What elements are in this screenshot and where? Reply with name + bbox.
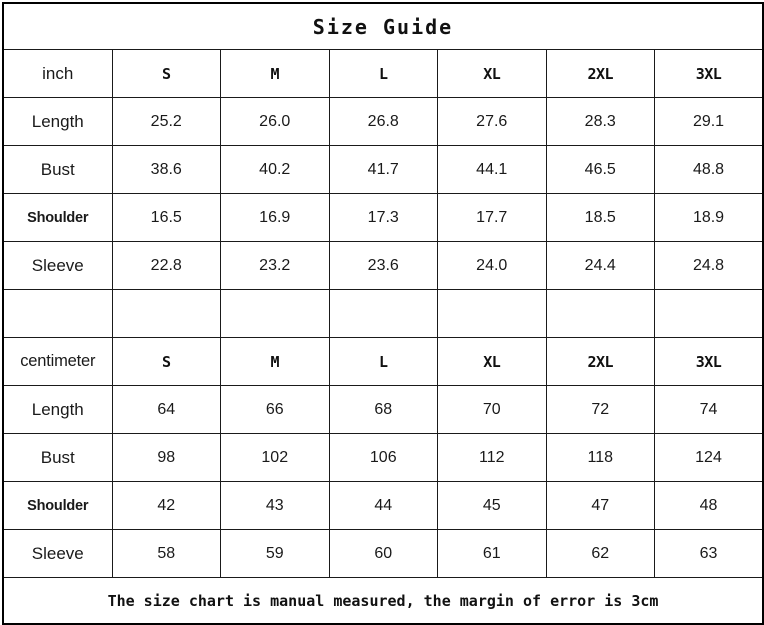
inch-sleeve-2xl: 24.4 <box>545 241 655 290</box>
cm-bust-3xl: 124 <box>654 433 764 482</box>
table-row: Bust 38.6 40.2 41.7 44.1 46.5 48.8 <box>2 145 764 194</box>
cm-row-label-length: Length <box>2 385 113 434</box>
cm-column-header-l: L <box>328 337 438 386</box>
cm-bust-l: 106 <box>328 433 438 482</box>
measurement-disclaimer: The size chart is manual measured, the m… <box>2 577 764 625</box>
inch-bust-2xl: 46.5 <box>545 145 655 194</box>
cm-shoulder-xl: 45 <box>437 481 547 530</box>
spacer-cell <box>328 289 438 338</box>
note-row: The size chart is manual measured, the m… <box>2 577 764 625</box>
centimeter-unit-label: centimeter <box>2 337 113 386</box>
cm-row-label-bust: Bust <box>2 433 113 482</box>
inch-sleeve-l: 23.6 <box>328 241 438 290</box>
cm-column-header-3xl: 3XL <box>654 337 764 386</box>
cm-length-m: 66 <box>220 385 330 434</box>
cm-sleeve-xl: 61 <box>437 529 547 578</box>
cm-column-header-s: S <box>111 337 221 386</box>
inch-shoulder-s: 16.5 <box>111 193 221 242</box>
table-row: Sleeve 22.8 23.2 23.6 24.0 24.4 24.8 <box>2 241 764 290</box>
cm-sleeve-m: 59 <box>220 529 330 578</box>
inch-length-l: 26.8 <box>328 97 438 146</box>
table-row: Bust 98 102 106 112 118 124 <box>2 433 764 482</box>
inch-bust-s: 38.6 <box>111 145 221 194</box>
inch-row-label-length: Length <box>2 97 113 146</box>
cm-column-header-m: M <box>220 337 330 386</box>
cm-length-2xl: 72 <box>545 385 655 434</box>
inch-shoulder-3xl: 18.9 <box>654 193 764 242</box>
inch-column-header-l: L <box>328 49 438 98</box>
cm-shoulder-m: 43 <box>220 481 330 530</box>
inch-length-3xl: 29.1 <box>654 97 764 146</box>
inch-column-header-3xl: 3XL <box>654 49 764 98</box>
inch-row-label-bust: Bust <box>2 145 113 194</box>
cm-length-l: 68 <box>328 385 438 434</box>
cm-row-label-sleeve: Sleeve <box>2 529 113 578</box>
spacer-cell <box>111 289 221 338</box>
inch-row-label-shoulder: Shoulder <box>2 193 113 242</box>
cm-sleeve-l: 60 <box>328 529 438 578</box>
inch-bust-l: 41.7 <box>328 145 438 194</box>
cm-bust-xl: 112 <box>437 433 547 482</box>
cm-shoulder-s: 42 <box>111 481 221 530</box>
spacer-cell <box>437 289 547 338</box>
table-row: Length 25.2 26.0 26.8 27.6 28.3 29.1 <box>2 97 764 146</box>
cm-sleeve-2xl: 62 <box>545 529 655 578</box>
inch-column-header-2xl: 2XL <box>545 49 655 98</box>
inch-row-label-sleeve: Sleeve <box>2 241 113 290</box>
cm-length-xl: 70 <box>437 385 547 434</box>
cm-length-3xl: 74 <box>654 385 764 434</box>
cm-row-label-shoulder: Shoulder <box>2 481 113 530</box>
inch-length-xl: 27.6 <box>437 97 547 146</box>
inch-unit-label: inch <box>2 49 113 98</box>
inch-column-header-m: M <box>220 49 330 98</box>
cm-bust-s: 98 <box>111 433 221 482</box>
cm-column-header-xl: XL <box>437 337 547 386</box>
table-spacer-row <box>3 289 764 338</box>
table-row: Sleeve 58 59 60 61 62 63 <box>2 529 764 578</box>
cm-shoulder-3xl: 48 <box>654 481 764 530</box>
inch-length-s: 25.2 <box>111 97 221 146</box>
cm-bust-m: 102 <box>220 433 330 482</box>
inch-column-header-xl: XL <box>437 49 547 98</box>
cm-length-s: 64 <box>111 385 221 434</box>
inch-shoulder-2xl: 18.5 <box>545 193 655 242</box>
cm-shoulder-2xl: 47 <box>545 481 655 530</box>
spacer-cell <box>220 289 330 338</box>
page-title: Size Guide <box>2 2 764 50</box>
title-row: Size Guide <box>2 2 764 50</box>
spacer-cell <box>654 289 764 338</box>
cm-sleeve-s: 58 <box>111 529 221 578</box>
inch-sleeve-s: 22.8 <box>111 241 221 290</box>
inch-bust-3xl: 48.8 <box>654 145 764 194</box>
cm-bust-2xl: 118 <box>545 433 655 482</box>
table-row: Shoulder 42 43 44 45 47 48 <box>2 481 764 530</box>
centimeter-header-row: centimeter S M L XL 2XL 3XL <box>2 337 764 386</box>
inch-sleeve-3xl: 24.8 <box>654 241 764 290</box>
cm-shoulder-l: 44 <box>328 481 438 530</box>
table-row: Length 64 66 68 70 72 74 <box>2 385 764 434</box>
table-row: Shoulder 16.5 16.9 17.3 17.7 18.5 18.9 <box>2 193 764 242</box>
inch-length-m: 26.0 <box>220 97 330 146</box>
inch-header-row: inch S M L XL 2XL 3XL <box>2 49 764 98</box>
inch-column-header-s: S <box>111 49 221 98</box>
inch-shoulder-l: 17.3 <box>328 193 438 242</box>
inch-bust-xl: 44.1 <box>437 145 547 194</box>
inch-shoulder-m: 16.9 <box>220 193 330 242</box>
inch-sleeve-xl: 24.0 <box>437 241 547 290</box>
cm-sleeve-3xl: 63 <box>654 529 764 578</box>
spacer-cell <box>3 289 113 338</box>
inch-shoulder-xl: 17.7 <box>437 193 547 242</box>
inch-length-2xl: 28.3 <box>545 97 655 146</box>
inch-bust-m: 40.2 <box>220 145 330 194</box>
spacer-cell <box>545 289 655 338</box>
inch-sleeve-m: 23.2 <box>220 241 330 290</box>
cm-column-header-2xl: 2XL <box>545 337 655 386</box>
